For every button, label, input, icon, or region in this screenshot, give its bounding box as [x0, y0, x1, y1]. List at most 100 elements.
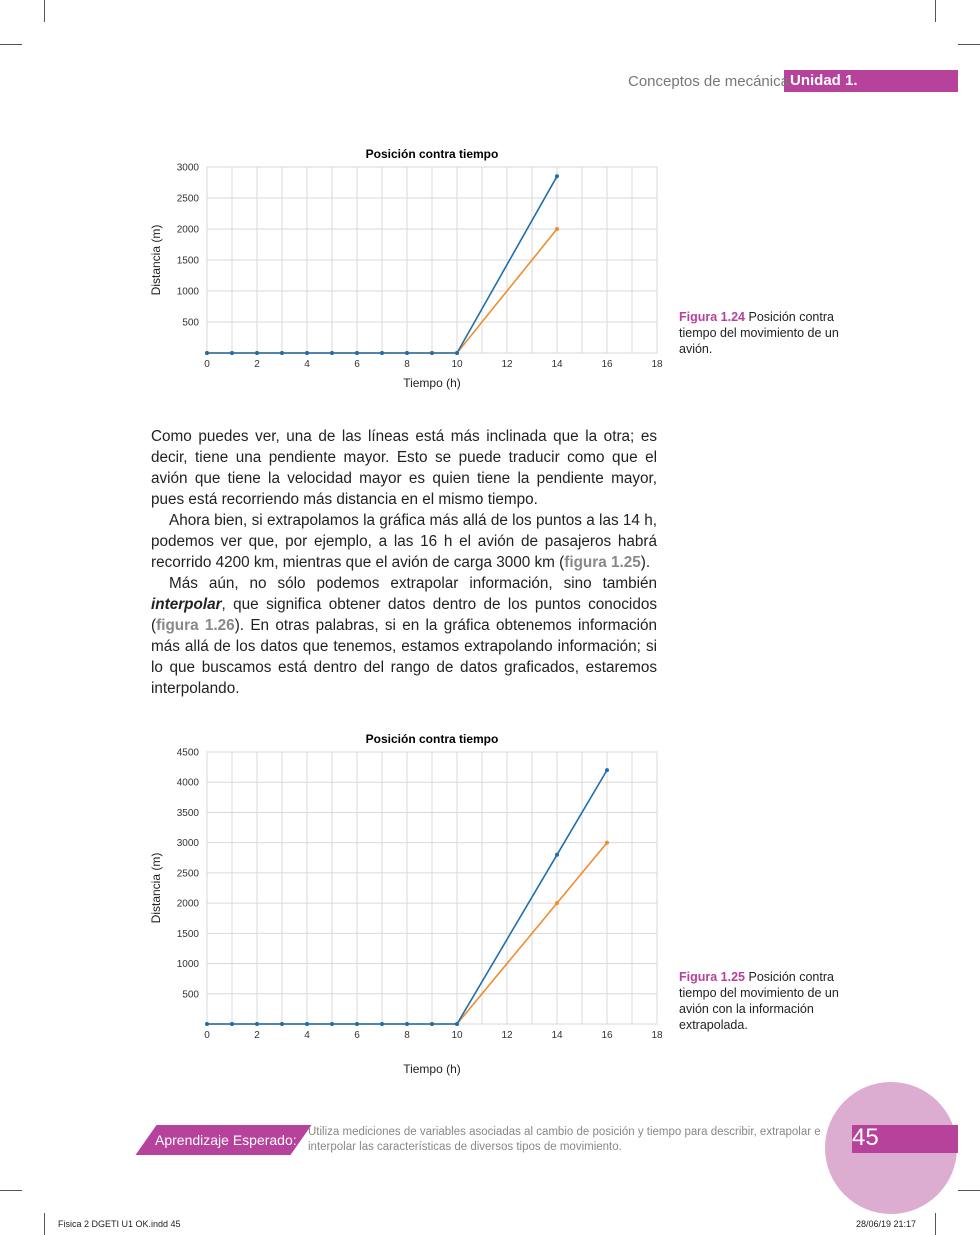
crop-mark: [0, 44, 22, 45]
data-point: [305, 1022, 309, 1026]
y-tick-label: 2000: [177, 225, 200, 236]
series-line: [207, 175, 558, 354]
y-tick-label: 2500: [177, 194, 200, 205]
figure-caption-text: Posición contra tiempo del movimiento de…: [679, 970, 839, 1032]
chart-1: 500 1000 1500 2000 2500 3000 0 2 4 6 8 10 12 14 16 18 Po…: [149, 147, 663, 390]
data-point: [255, 351, 259, 355]
y-tick-label: 3000: [177, 163, 200, 174]
figure-reference: figura 1.25: [564, 554, 641, 571]
y-axis-label: Distancia (m): [149, 853, 163, 924]
y-tick-label: 2500: [177, 868, 200, 879]
crop-mark: [44, 0, 45, 22]
figure-caption-1-25: Figura 1.25 Posición contra tiempo del m…: [679, 969, 849, 1033]
y-tick-label: 3500: [177, 808, 200, 819]
data-point: [430, 1022, 434, 1026]
data-point: [305, 351, 309, 355]
data-point: [255, 1022, 259, 1026]
data-point: [330, 1022, 334, 1026]
x-tick-label: 6: [354, 359, 360, 370]
data-point: [205, 1022, 209, 1026]
data-point: [280, 351, 284, 355]
slug-date: 28/06/19 21:17: [856, 1219, 917, 1229]
paragraph: Más aún, no sólo podemos extrapolar info…: [151, 573, 657, 699]
body-text: Como puedes ver, una de las líneas está …: [151, 426, 657, 699]
x-tick-label: 12: [501, 1030, 513, 1041]
y-tick-label: 1000: [177, 959, 200, 970]
data-point: [555, 852, 559, 857]
data-point: [455, 1022, 459, 1026]
paragraph: Ahora bien, si extrapolamos la gráfica m…: [151, 510, 657, 573]
x-tick-label: 10: [451, 1030, 463, 1041]
x-tick-label: 14: [551, 359, 563, 370]
data-point: [555, 901, 559, 906]
data-point: [205, 351, 209, 355]
paragraph-text: ).: [640, 554, 651, 571]
y-tick-label: 1500: [177, 929, 200, 940]
x-tick-label: 12: [501, 359, 513, 370]
chart-title: Posición contra tiempo: [366, 147, 499, 161]
x-tick-label: 0: [204, 1030, 210, 1041]
data-point: [605, 768, 609, 773]
data-point: [555, 174, 559, 179]
y-tick-label: 1000: [177, 287, 200, 298]
x-axis-label: Tiempo (h): [403, 376, 461, 390]
y-tick-label: 4500: [177, 748, 200, 759]
x-tick-label: 2: [254, 1030, 260, 1041]
x-tick-label: 0: [204, 359, 210, 370]
page-band: [852, 1125, 958, 1153]
figure-label: Figura 1.24: [679, 310, 745, 324]
x-tick-label: 6: [354, 1030, 360, 1041]
crop-mark: [958, 1190, 980, 1191]
data-point: [230, 351, 234, 355]
y-tick-label: 4000: [177, 778, 200, 789]
data-point: [355, 351, 359, 355]
data-point: [605, 840, 609, 845]
x-tick-label: 18: [651, 1030, 663, 1041]
slug-file: Fisica 2 DGETI U1 OK.indd 45: [58, 1219, 181, 1229]
chart-title: Posición contra tiempo: [366, 732, 499, 746]
x-tick-label: 8: [404, 359, 410, 370]
x-tick-label: 8: [404, 1030, 410, 1041]
paragraph-text: , que significa obtener datos dentro de …: [151, 596, 657, 634]
x-axis-label: Tiempo (h): [403, 1062, 461, 1076]
y-tick-label: 500: [182, 318, 199, 329]
crop-mark: [958, 44, 980, 45]
header-section: Conceptos de mecánica: [628, 73, 789, 90]
x-tick-label: 16: [601, 1030, 613, 1041]
paragraph-text: Ahora bien, si extrapolamos la gráfica m…: [151, 512, 657, 571]
figure-caption-1-24: Figura 1.24 Posición contra tiempo del m…: [679, 309, 849, 357]
x-tick-label: 18: [651, 359, 663, 370]
paragraph: Como puedes ver, una de las líneas está …: [151, 428, 657, 508]
data-point: [355, 1022, 359, 1026]
unit-bar: [784, 70, 958, 92]
figure-caption-text: Posición contra tiempo del movimiento de…: [679, 310, 839, 356]
crop-mark: [935, 1213, 936, 1235]
y-axis-label: Distancia (m): [149, 225, 163, 296]
y-tick-label: 2000: [177, 899, 200, 910]
learning-label: Aprendizaje Esperado:: [155, 1132, 297, 1148]
x-tick-label: 14: [551, 1030, 563, 1041]
paragraph-text: Más aún, no sólo podemos extrapolar info…: [169, 575, 657, 592]
y-tick-label: 1500: [177, 256, 200, 267]
key-term: interpolar: [151, 596, 222, 613]
data-point: [430, 351, 434, 355]
crop-mark: [44, 1213, 45, 1235]
data-point: [230, 1022, 234, 1026]
learning-text: Utiliza mediciones de variables asociada…: [308, 1126, 821, 1153]
data-point: [555, 227, 559, 231]
x-tick-label: 4: [304, 1030, 310, 1041]
data-point: [455, 351, 459, 355]
y-tick-label: 3000: [177, 838, 200, 849]
data-point: [280, 1022, 284, 1026]
data-point: [405, 351, 409, 355]
data-point: [330, 351, 334, 355]
chart-2: 500 1000 1500 2000 2500 3000 3500 4000 4500 0 2 4 6 8…: [149, 732, 663, 1076]
figure-label: Figura 1.25: [679, 970, 745, 984]
data-point: [380, 351, 384, 355]
x-tick-label: 4: [304, 359, 310, 370]
x-tick-label: 10: [451, 359, 463, 370]
y-tick-label: 500: [182, 989, 199, 1000]
page-number: 45: [852, 1124, 879, 1151]
x-tick-label: 2: [254, 359, 260, 370]
header-unit: Unidad 1.: [790, 72, 858, 89]
